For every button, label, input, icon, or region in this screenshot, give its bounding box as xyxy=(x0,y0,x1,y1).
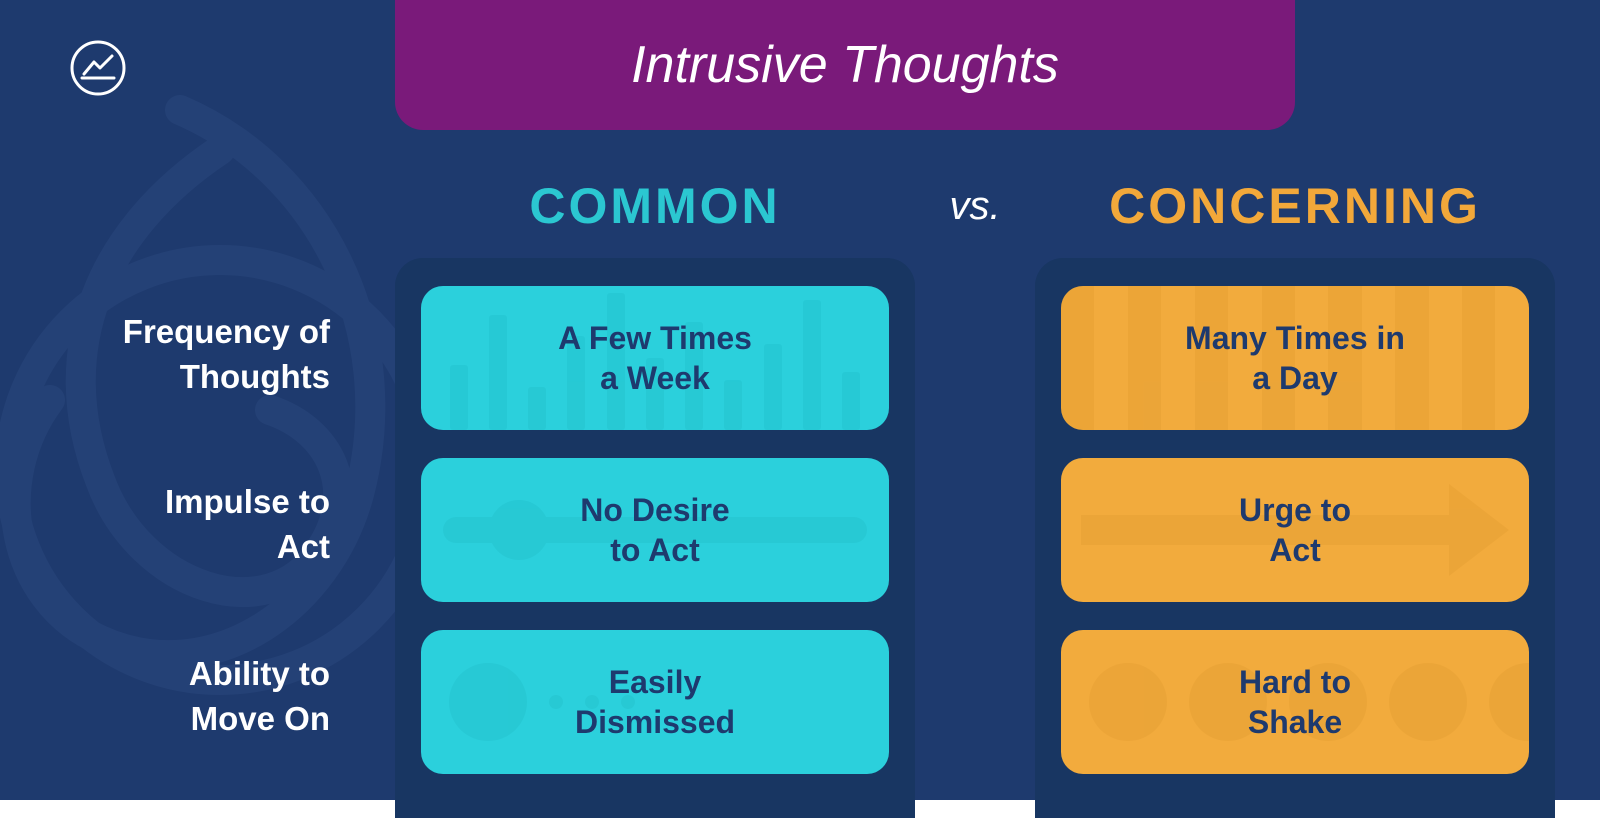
row-label-impulse: Impulse toAct xyxy=(0,480,330,569)
card-concerning-ability: Hard to Shake xyxy=(1061,630,1529,774)
card-concerning-frequency: Many Times in a Day xyxy=(1061,286,1529,430)
header-concerning: CONCERNING xyxy=(1035,177,1555,235)
column-headers: COMMON vs. CONCERNING xyxy=(395,175,1555,237)
header-vs: vs. xyxy=(915,184,1035,229)
brand-logo-icon xyxy=(70,40,126,96)
card-common-frequency: A Few Times a Week xyxy=(421,286,889,430)
column-common: A Few Times a Week No Desire to Act Easi… xyxy=(395,258,915,818)
header-common: COMMON xyxy=(395,177,915,235)
row-label-ability: Ability toMove On xyxy=(0,652,330,741)
card-concerning-impulse: Urge to Act xyxy=(1061,458,1529,602)
column-concerning: Many Times in a Day Urge to Act Hard to … xyxy=(1035,258,1555,818)
card-common-ability: Easily Dismissed xyxy=(421,630,889,774)
row-label-frequency: Frequency ofThoughts xyxy=(0,310,330,399)
card-common-impulse: No Desire to Act xyxy=(421,458,889,602)
title-banner: Intrusive Thoughts xyxy=(395,0,1295,130)
infographic-canvas: Intrusive Thoughts COMMON vs. CONCERNING… xyxy=(0,0,1600,800)
